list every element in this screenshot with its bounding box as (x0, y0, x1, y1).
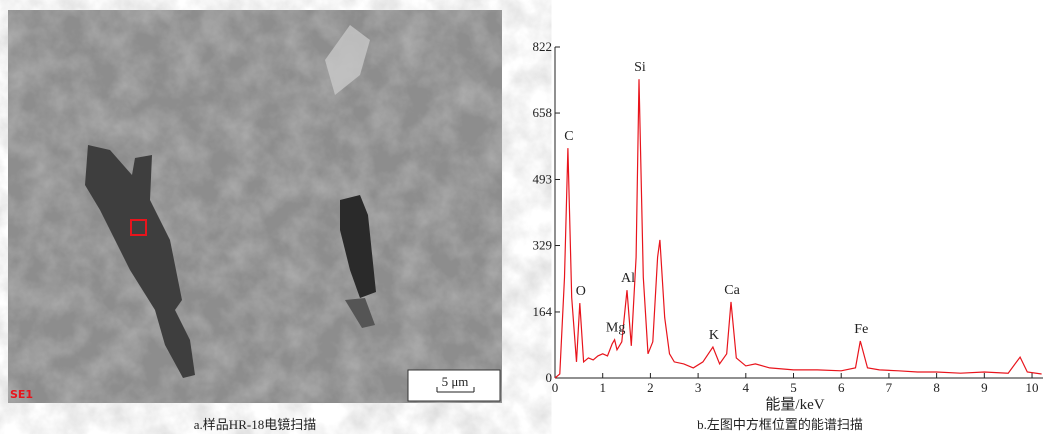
peak-label: Mg (606, 321, 625, 336)
y-tick-label: 822 (533, 39, 553, 54)
x-axis-label: 能量/keV (765, 396, 824, 413)
x-tick-label: 2 (647, 380, 654, 395)
x-tick-label: 10 (1026, 380, 1039, 395)
detector-label: SE1 (10, 388, 33, 401)
peak-label: Ca (724, 283, 740, 298)
y-tick-label: 329 (533, 238, 553, 253)
x-tick-label: 4 (743, 380, 750, 395)
y-tick-label: 164 (533, 304, 553, 319)
peak-label: Fe (854, 322, 868, 337)
peak-label: C (564, 129, 573, 144)
caption: b.左图中方框位置的能谱扫描 (697, 417, 863, 432)
scale-label: 5 μm (442, 374, 469, 389)
sem-image: 5 μm SE1 (8, 10, 502, 403)
x-tick-label: 1 (599, 380, 606, 395)
y-tick-label: 493 (533, 171, 553, 186)
peak-label: Al (621, 271, 635, 286)
peak-label: O (576, 284, 586, 299)
x-tick-label: 8 (933, 380, 940, 395)
x-tick-label: 5 (790, 380, 797, 395)
spectrum-line (555, 79, 1042, 378)
x-tick-label: 3 (695, 380, 702, 395)
caption: a.样品HR-18电镜扫描 (194, 417, 316, 432)
peak-label: Si (634, 60, 646, 75)
x-tick-label: 9 (981, 380, 988, 395)
x-tick-label: 6 (838, 380, 845, 395)
figure: 5 μm SE1 a.样品HR-18电镜扫描 b.左图中方框位置的能谱扫描 能量… (0, 0, 1045, 434)
x-tick-label: 0 (552, 380, 559, 395)
x-tick-label: 7 (886, 380, 893, 395)
y-tick-label: 658 (533, 105, 553, 120)
peak-label: K (709, 328, 719, 343)
